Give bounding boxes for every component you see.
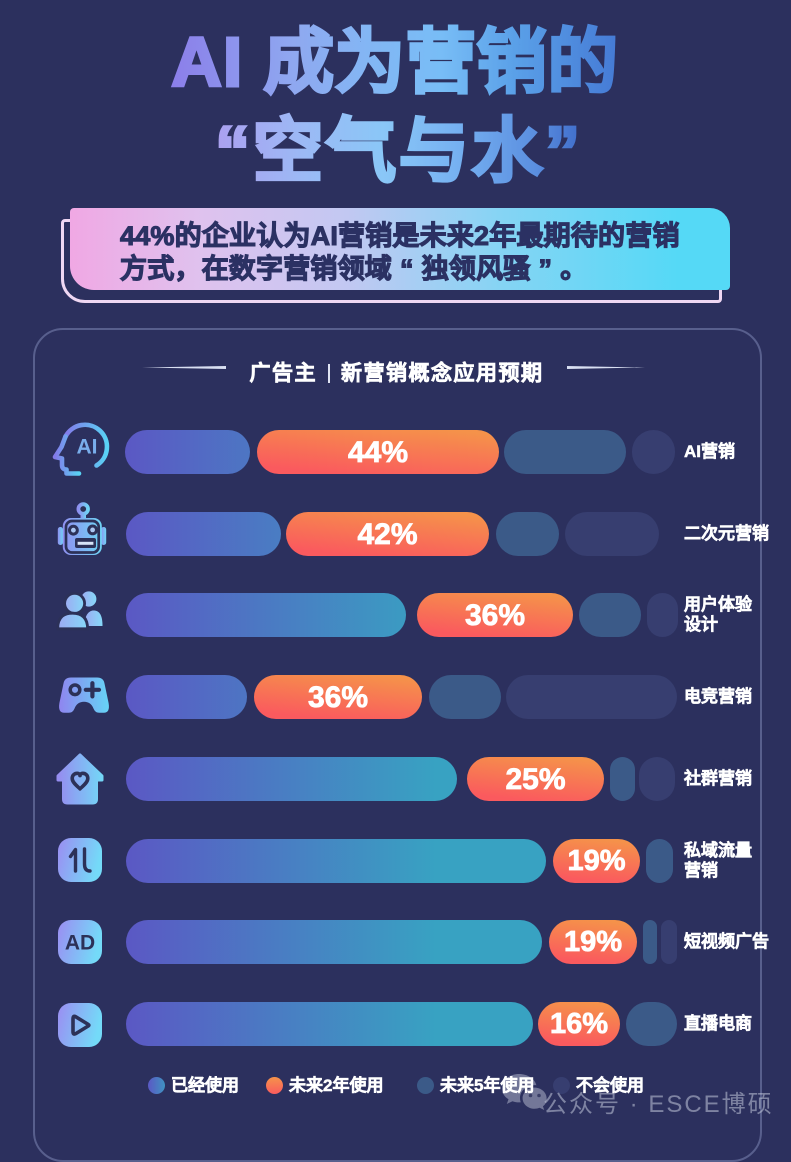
svg-text:“空气与水”: “空气与水” [215,112,583,190]
svg-text:AI: AI [77,436,98,459]
svg-text:AD: AD [65,932,95,955]
svg-text:AI 成为营销的: AI 成为营销的 [171,23,618,101]
